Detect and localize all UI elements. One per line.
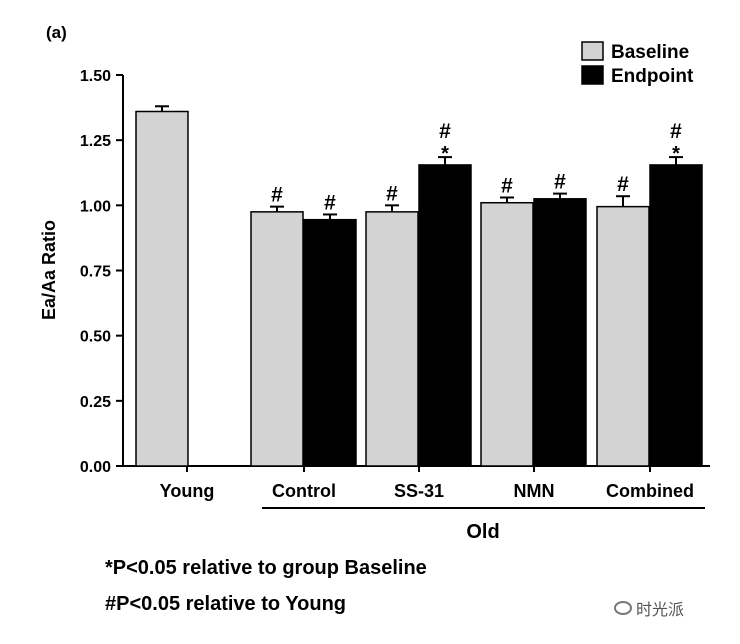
significance-hash: # bbox=[439, 120, 451, 143]
legend-swatch-endpoint bbox=[581, 65, 604, 85]
y-tick-label: 1.00 bbox=[80, 198, 111, 215]
bar-baseline bbox=[135, 110, 189, 467]
watermark-text: 时光派 bbox=[636, 600, 685, 619]
y-axis-title: Ea/Aa Ratio bbox=[39, 220, 59, 320]
category-labels: Young Control SS-31 NMN Combined bbox=[160, 481, 694, 501]
category-label: SS-31 bbox=[394, 481, 444, 501]
bars: # # #*## # #*# bbox=[135, 105, 703, 467]
category-label: Young bbox=[160, 481, 215, 501]
bar-endpoint bbox=[303, 218, 357, 467]
bar-endpoint bbox=[533, 198, 587, 467]
legend: Baseline Endpoint bbox=[581, 41, 694, 87]
footnote-star: *P<0.05 relative to group Baseline bbox=[105, 557, 427, 579]
category-label: Combined bbox=[606, 481, 694, 501]
y-axis: 0.00 0.25 0.50 0.75 1.00 1.25 1.50 bbox=[80, 68, 710, 476]
watermark: 时光派 bbox=[614, 596, 684, 620]
significance-hash: # bbox=[554, 171, 566, 194]
significance-hash: # bbox=[271, 184, 283, 207]
wechat-icon bbox=[614, 601, 632, 615]
significance-hash: # bbox=[617, 173, 629, 196]
y-tick-label: 1.50 bbox=[80, 68, 111, 85]
category-label: NMN bbox=[514, 481, 555, 501]
bar-endpoint bbox=[418, 164, 472, 467]
y-tick-label: 0.00 bbox=[80, 459, 111, 476]
footnote-hash: #P<0.05 relative to Young bbox=[105, 593, 347, 615]
significance-hash: # bbox=[501, 175, 513, 198]
significance-hash: # bbox=[386, 182, 398, 205]
bar-baseline bbox=[596, 205, 650, 467]
y-tick-label: 1.25 bbox=[80, 133, 111, 150]
y-tick-label: 0.25 bbox=[80, 394, 111, 411]
bar-baseline bbox=[365, 211, 419, 467]
significance-star: * bbox=[672, 143, 680, 165]
bar-endpoint bbox=[649, 164, 703, 467]
bar-baseline bbox=[250, 211, 304, 467]
significance-hash: # bbox=[324, 191, 336, 214]
group-label-old: Old bbox=[466, 521, 499, 543]
legend-label-baseline: Baseline bbox=[611, 42, 689, 63]
category-label: Control bbox=[272, 481, 336, 501]
y-tick-label: 0.75 bbox=[80, 264, 111, 281]
panel-label: (a) bbox=[46, 23, 67, 42]
significance-star: * bbox=[441, 143, 449, 165]
bar-baseline bbox=[480, 201, 534, 467]
legend-label-endpoint: Endpoint bbox=[611, 66, 694, 87]
significance-hash: # bbox=[670, 120, 682, 143]
legend-swatch-baseline bbox=[581, 41, 604, 61]
y-tick-label: 0.50 bbox=[80, 329, 111, 346]
